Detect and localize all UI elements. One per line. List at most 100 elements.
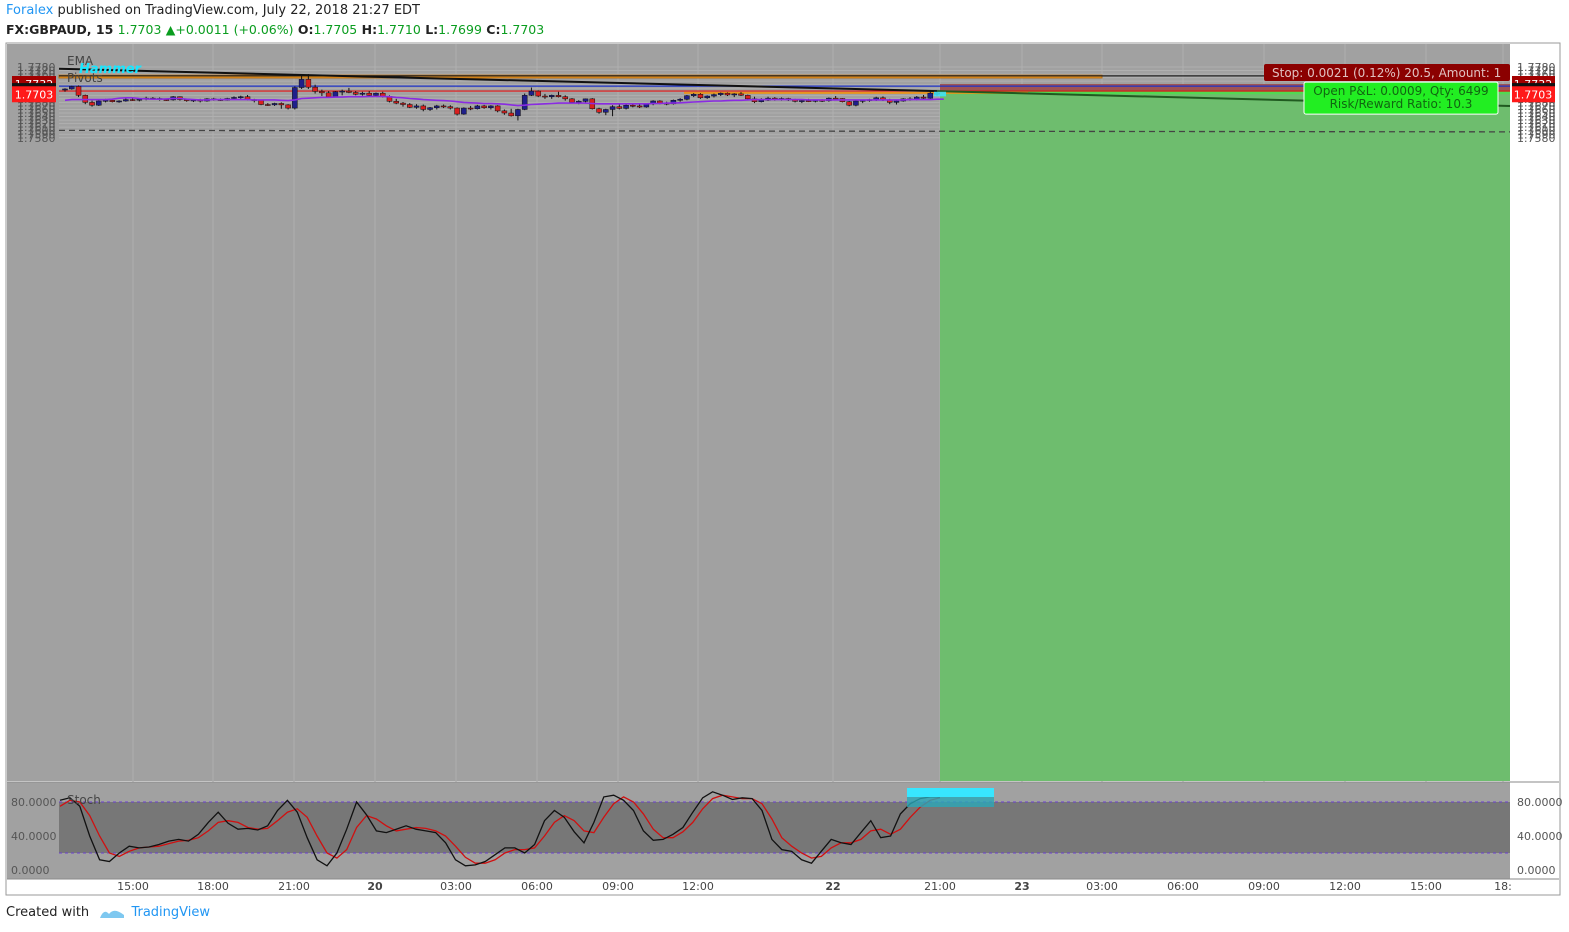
candle-body [285,104,291,109]
candle-body [508,112,514,117]
time-tick: 06:00 [521,880,553,893]
candle-body [319,91,325,94]
candle-body [109,100,116,102]
time-tick: 09:00 [602,880,634,893]
stoch-k-line [59,791,940,867]
last-price-tag-left [12,86,56,103]
candle-body [893,100,900,103]
stoch-highlight-upper [907,788,994,797]
candle-body [535,90,541,97]
candle-body [102,100,109,102]
trendline-downtrend [58,67,938,93]
take-profit-zone [940,91,1510,781]
position-zones [58,74,1510,781]
candle-body [278,103,285,106]
candle-body [271,103,278,106]
price-tick-left: 1.7650 [17,107,56,120]
price-tick-left: 1.7780 [17,61,56,74]
open-label: O: [297,22,314,37]
stoch-highlight-lower [907,797,994,807]
symbol-info-line: FX:GBPAUD, 15 1.7703 ▲+0.0011 (+0.06%) O… [6,22,544,37]
candle-body [704,95,710,99]
price-tick-left: 1.7610 [17,121,56,134]
time-tick: 12:00 [1329,880,1361,893]
candle-body [359,92,366,95]
candle-body [129,99,136,101]
candle-body [393,101,399,104]
stoch-tick-left: 0.0000 [11,864,50,877]
candle-body [89,102,95,106]
tradingview-link[interactable]: TradingView [131,905,210,920]
price-tick-right: 1.7580 [1517,132,1556,145]
candle-body [623,104,629,109]
price-tags: Stop: 0.0021 (0.12%) 20.5, Amount: 1 Open… [12,63,1555,115]
candle-body [596,108,602,113]
candle-body [684,95,690,100]
candle-body [846,101,852,106]
candle-body [927,92,934,99]
price-tick-left: 1.7670 [17,100,56,113]
price-tick-left: 1.7660 [17,103,56,116]
indicator-legend: EMA Hammer Pivots Stoch [67,54,143,807]
candle-body [447,106,454,109]
candle-body [305,79,312,88]
candle-body [738,93,744,96]
candle-body [603,109,609,113]
candle-body [440,105,447,108]
candle-body [528,90,535,96]
candle-body [62,88,68,91]
candle-body [474,105,481,110]
price-tick-left: 1.7770 [17,65,56,78]
close-label: C: [486,22,501,37]
price-tick-right: 1.7620 [1517,118,1556,131]
time-tick: 03:00 [440,880,472,893]
time-tick: 03:00 [1086,880,1118,893]
open-profit-zone [940,91,1510,95]
candle-body [346,90,352,93]
stoch-band [59,802,1510,853]
candle-body [325,92,332,97]
candle-body [745,95,751,100]
risk-reward-label: Risk/Reward Ratio: 10.3 [1330,97,1473,111]
candle-body [521,95,528,110]
time-tick: 22 [825,880,840,893]
candle-body [481,105,487,108]
right-price-axis[interactable] [1510,44,1559,879]
stoch-tick-left: 40.0000 [11,830,57,843]
time-tick: 15:00 [117,880,149,893]
time-tick: 09:00 [1248,880,1280,893]
pivots-label[interactable]: Pivots [67,71,103,85]
author-link[interactable]: Foralex [6,3,54,18]
candle-body [258,100,264,105]
candle-body [352,92,359,95]
stop-loss-zone [940,83,1510,92]
footer: Created with TradingView [6,905,210,920]
price-change: +0.0011 (+0.06%) [175,22,294,37]
pnl-label: Open P&L: 0.0009, Qty: 6499 [1313,84,1488,98]
candle-body [265,104,271,106]
price-tick-right: 1.7770 [1517,65,1556,78]
candle-body [312,86,318,92]
stoch-tick-left: 80.0000 [11,796,57,809]
price-tick-right: 1.7640 [1517,111,1556,124]
ema-label[interactable]: EMA [67,54,94,68]
candle-body [758,100,765,102]
low-label: L: [425,22,439,37]
price-tick-right: 1.7670 [1517,100,1556,113]
stoch-d-line [59,794,941,864]
time-tick: 18:00 [197,880,229,893]
candle-body [434,105,440,108]
stoch-label[interactable]: Stoch [67,793,101,807]
price-tick-left: 1.7580 [17,132,56,145]
hammer-label[interactable]: Hammer [79,62,143,77]
candle-body [298,79,305,88]
candle-body [488,105,494,108]
high-label: H: [361,22,378,37]
time-tick: 15:00 [1410,880,1442,893]
symbol-name: FX:GBPAUD, 15 [6,22,114,37]
candle-body [467,107,474,110]
candle-body [238,96,244,98]
pnl-label-box [1303,81,1499,115]
last-price-tag-right [1512,86,1555,103]
